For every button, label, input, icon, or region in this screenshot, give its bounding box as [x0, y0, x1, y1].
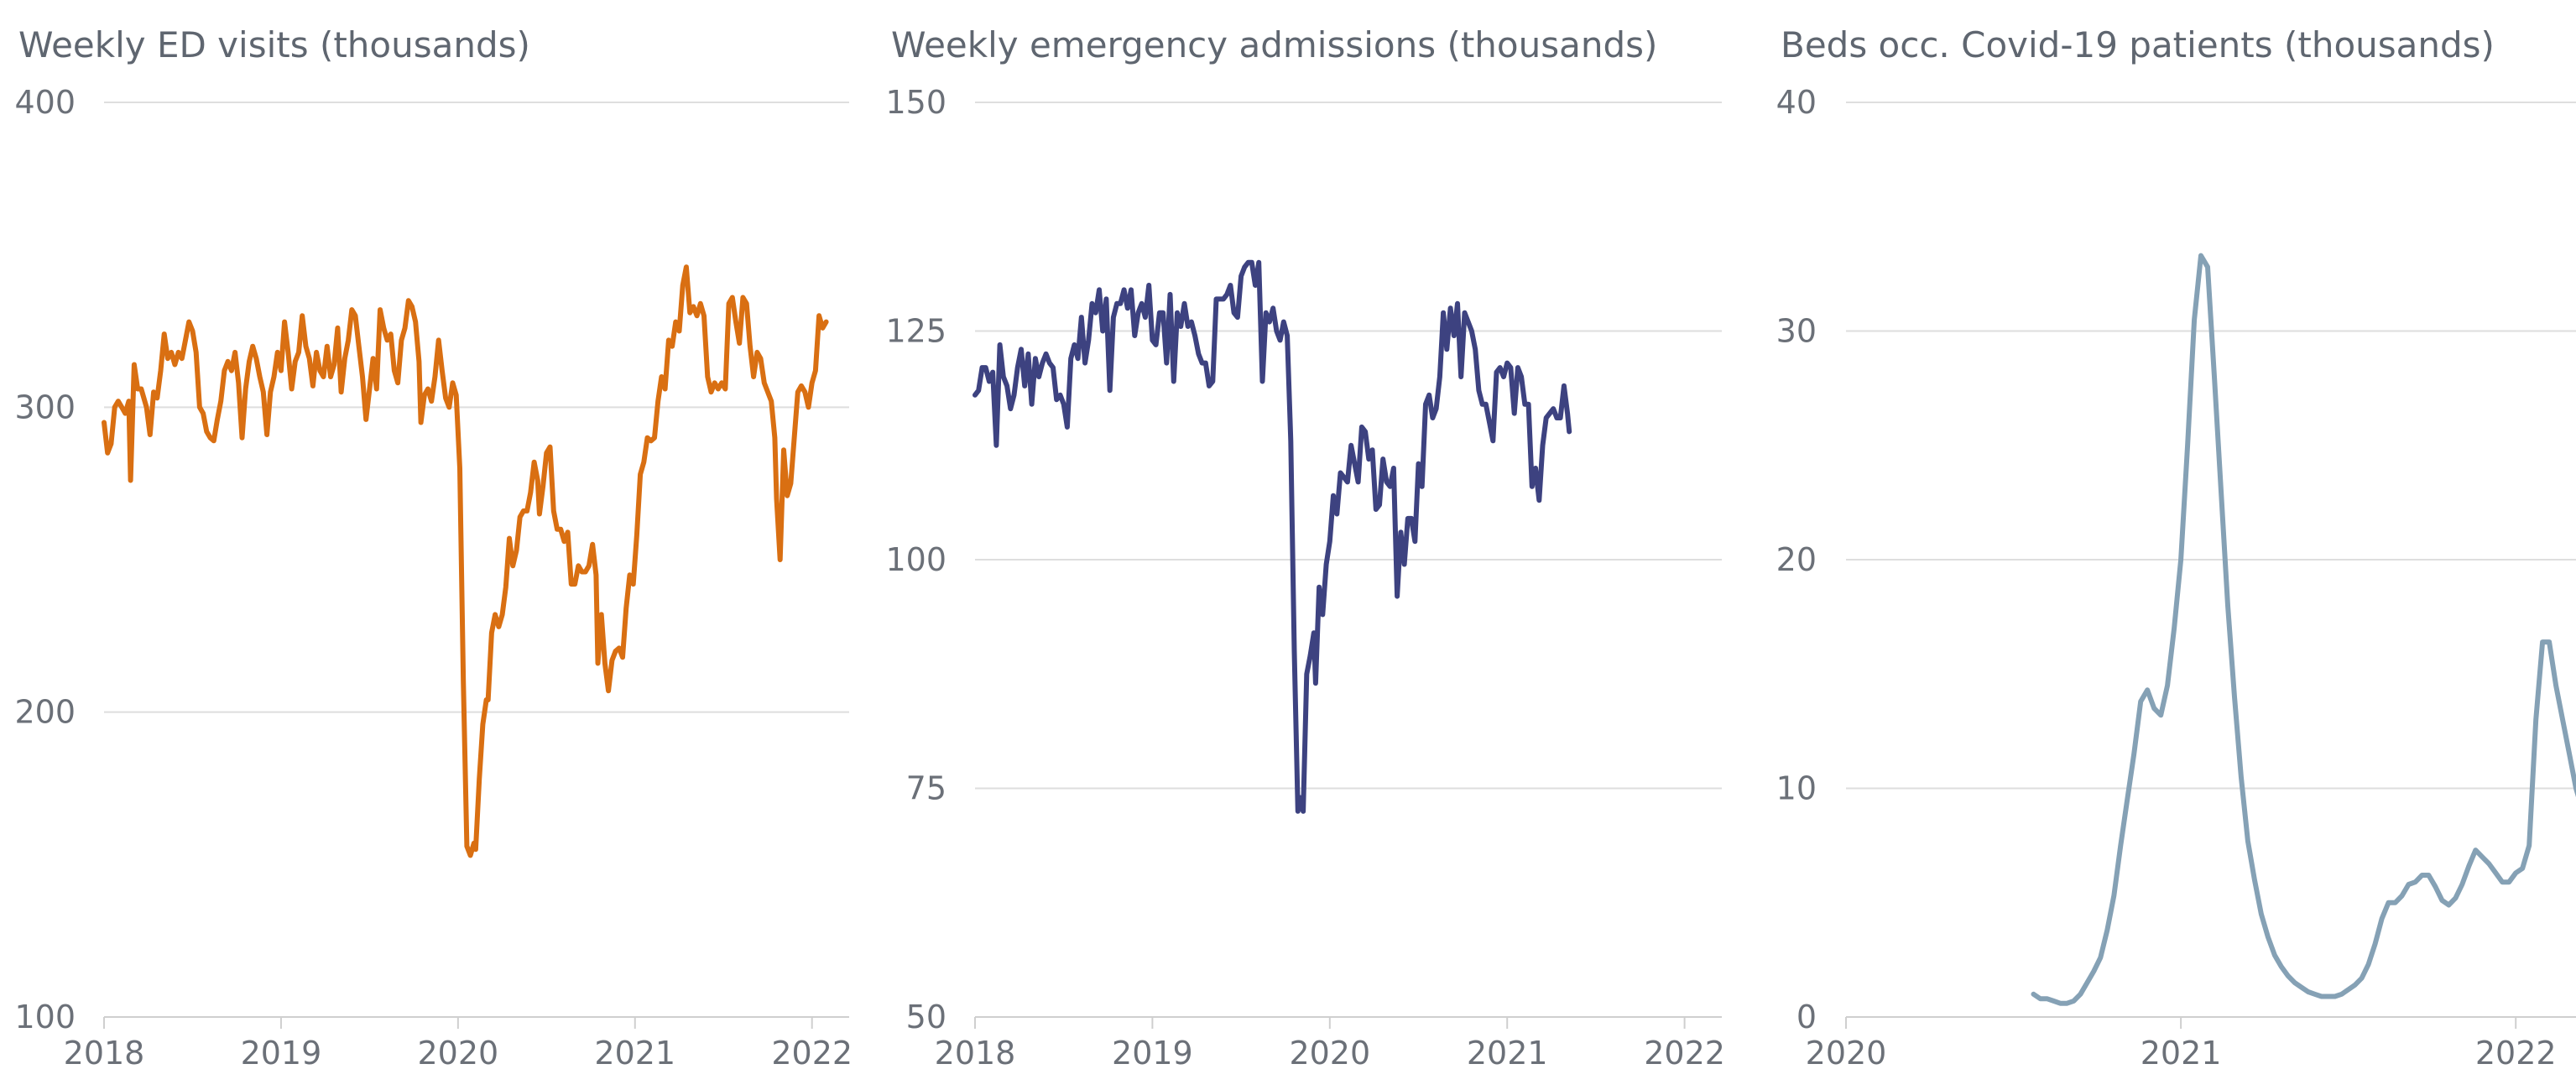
- covid-beds-x-tick-label: 2022: [2475, 1035, 2557, 1072]
- emergency-admissions-y-tick-label: 75: [906, 770, 946, 807]
- ed-visits-panel: Weekly ED visits (thousands) 100 200 300 400…: [14, 24, 853, 1072]
- emergency-admissions-y-tick-label: 125: [885, 313, 946, 350]
- ed-visits-y-tick-label: 400: [14, 84, 76, 121]
- emergency-admissions-panel: Weekly emergency admissions (thousands) 5…: [885, 24, 1724, 1072]
- ed-visits-series-line: [102, 264, 829, 858]
- emergency-admissions-y-tick-label: 150: [885, 84, 946, 121]
- emergency-admissions-y-tick-label: 100: [885, 541, 946, 578]
- emergency-admissions-x-tick-label: 2022: [1644, 1035, 1725, 1072]
- covid-beds-y-tick-label: 0: [1796, 999, 1817, 1035]
- ed-visits-y-tick-label: 300: [14, 389, 76, 425]
- covid-beds-series-line: [2031, 253, 2576, 1006]
- covid-beds-y-tick-label: 20: [1776, 541, 1817, 578]
- emergency-admissions-x-tick-label: 2020: [1289, 1035, 1370, 1072]
- ed-visits-x-tick-label: 2018: [64, 1035, 145, 1072]
- ed-visits-y-tick-label: 200: [14, 694, 76, 731]
- ed-visits-title: Weekly ED visits (thousands): [18, 24, 530, 65]
- ed-visits-x-tick-label: 2020: [417, 1035, 498, 1072]
- covid-beds-x-tick-label: 2020: [1806, 1035, 1887, 1072]
- emergency-admissions-y-tick-label: 50: [906, 999, 946, 1035]
- emergency-admissions-x-tick-label: 2019: [1112, 1035, 1193, 1072]
- covid-beds-y-tick-label: 40: [1776, 84, 1817, 121]
- covid-beds-panel: Beds occ. Covid-19 patients (thousands) 0…: [1776, 24, 2576, 1072]
- emergency-admissions-series-line: [973, 259, 1572, 814]
- covid-beds-y-tick-label: 10: [1776, 770, 1817, 807]
- covid-beds-y-tick-label: 30: [1776, 313, 1817, 350]
- covid-beds-title: Beds occ. Covid-19 patients (thousands): [1781, 24, 2495, 65]
- emergency-admissions-x-tick-label: 2021: [1467, 1035, 1548, 1072]
- covid-beds-x-tick-label: 2021: [2141, 1035, 2222, 1072]
- emergency-admissions-x-tick-label: 2018: [935, 1035, 1016, 1072]
- emergency-admissions-title: Weekly emergency admissions (thousands): [891, 24, 1657, 65]
- ed-visits-x-tick-label: 2021: [594, 1035, 675, 1072]
- ed-visits-x-tick-label: 2022: [771, 1035, 853, 1072]
- ed-visits-y-tick-label: 100: [14, 999, 76, 1035]
- ed-visits-x-tick-label: 2019: [241, 1035, 322, 1072]
